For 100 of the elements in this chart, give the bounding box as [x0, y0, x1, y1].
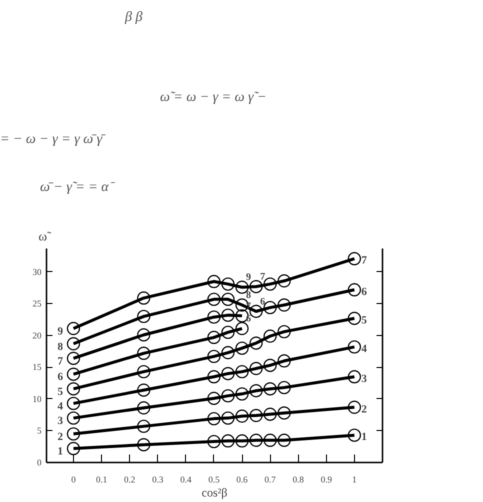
point	[221, 308, 235, 322]
point	[264, 300, 277, 314]
point	[207, 434, 221, 448]
y-tick-label: 25	[32, 298, 42, 309]
point	[66, 427, 80, 441]
point	[278, 380, 291, 394]
annotation: 4	[361, 342, 368, 355]
point	[348, 312, 362, 325]
x-tick-label: 0.3	[152, 474, 164, 484]
point	[249, 384, 263, 398]
point	[278, 354, 291, 368]
x-tick-label: 0.1	[96, 474, 108, 484]
x-tick-label: 0	[71, 474, 76, 484]
point	[264, 277, 277, 291]
annotation: 1	[361, 431, 367, 444]
point	[348, 370, 362, 384]
annotation: 7	[361, 254, 368, 267]
point	[137, 365, 150, 378]
annotation: 4	[57, 400, 64, 412]
point	[249, 304, 263, 318]
annotation: 2	[57, 430, 64, 443]
point	[221, 411, 235, 425]
point	[137, 438, 150, 452]
annotation: 3	[57, 415, 64, 428]
point	[221, 434, 235, 448]
point	[264, 382, 277, 396]
x-axis-title: cos²β	[202, 486, 228, 500]
point	[66, 442, 80, 456]
annotation: 3	[361, 372, 368, 385]
x-tick-label: 0.8	[292, 474, 304, 484]
point	[348, 400, 362, 414]
point	[235, 434, 249, 448]
point	[137, 346, 150, 360]
y-tick-label: 15	[32, 362, 42, 372]
point	[348, 340, 362, 354]
point	[66, 352, 80, 365]
point	[221, 326, 235, 339]
point	[249, 362, 263, 376]
point	[348, 428, 362, 442]
point	[137, 401, 150, 414]
text: ω̃ = ω − γ = ω γ̃ −	[160, 89, 266, 107]
x-tick-label: 0.2	[124, 474, 136, 484]
annotation: 5	[57, 386, 64, 398]
point	[66, 368, 80, 381]
point	[249, 408, 263, 422]
y-tick-label: 10	[32, 394, 42, 404]
x-tick-label: 0.9	[320, 474, 332, 484]
point	[278, 274, 291, 288]
point	[207, 370, 221, 384]
point	[348, 283, 362, 296]
point	[278, 325, 291, 338]
annotation: 8	[57, 340, 64, 353]
text: β β	[125, 9, 142, 27]
point	[264, 408, 277, 421]
annotation: 9	[57, 326, 64, 338]
x-tick-label: 0.4	[180, 474, 192, 484]
point	[235, 322, 249, 336]
point	[235, 342, 249, 355]
x-tick-label: 0.6	[236, 474, 248, 484]
point	[66, 411, 80, 425]
y-tick-label: 0	[37, 458, 42, 468]
annotation: 6	[57, 371, 64, 384]
annotation: 1	[57, 446, 63, 458]
x-tick-label: 1	[352, 474, 357, 484]
point	[235, 387, 249, 401]
y-tick-label: 20	[32, 330, 42, 340]
point	[66, 322, 80, 336]
point	[221, 292, 235, 306]
point	[207, 330, 221, 344]
point	[66, 382, 80, 396]
point	[221, 367, 235, 380]
x-tick-label: 0.5	[208, 474, 220, 484]
annotation: 7	[57, 355, 64, 368]
point	[348, 252, 362, 266]
point	[235, 365, 249, 378]
text: ω̄ − γ̃ = = α⁻	[40, 179, 114, 197]
point	[207, 392, 221, 405]
point	[264, 330, 277, 343]
y-axis-title: ω̃	[38, 228, 52, 244]
point	[137, 420, 150, 433]
point	[207, 274, 221, 288]
point	[66, 396, 80, 410]
y-tick-label: 5	[37, 426, 42, 436]
point	[137, 310, 150, 324]
point	[221, 277, 235, 291]
annotation: 5	[361, 314, 368, 326]
annotation: 2	[361, 403, 368, 416]
point	[137, 328, 150, 342]
point	[137, 291, 150, 305]
point	[207, 292, 221, 306]
point	[278, 434, 291, 447]
point	[264, 358, 277, 372]
annotation: 6	[246, 314, 252, 325]
y-tick-label: 30	[32, 266, 42, 277]
point	[66, 337, 80, 350]
annotation: 9	[246, 272, 252, 284]
point	[235, 410, 249, 423]
x-tick-label: 0.7	[264, 474, 276, 484]
point	[207, 310, 221, 324]
annotation: 6	[260, 296, 266, 308]
